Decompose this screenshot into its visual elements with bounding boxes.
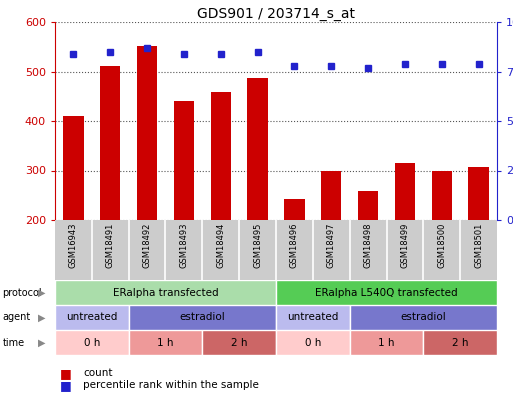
Text: ERalpha L540Q transfected: ERalpha L540Q transfected (315, 288, 458, 298)
Text: 1 h: 1 h (157, 337, 174, 347)
Bar (55, 305, 129, 330)
Bar (395, 163, 415, 220)
Bar (129, 305, 276, 330)
Text: count: count (83, 368, 113, 378)
Text: 0 h: 0 h (84, 337, 100, 347)
Bar (431, 171, 452, 220)
Bar (321, 171, 341, 220)
Text: 0 h: 0 h (305, 337, 321, 347)
Text: ▶: ▶ (38, 337, 46, 347)
Text: GSM18501: GSM18501 (474, 223, 483, 269)
Bar (276, 280, 497, 305)
Text: ■: ■ (60, 379, 72, 392)
Text: 2 h: 2 h (231, 337, 247, 347)
Text: percentile rank within the sample: percentile rank within the sample (83, 380, 259, 390)
Bar (211, 92, 231, 220)
Text: GSM18495: GSM18495 (253, 223, 262, 269)
Text: protocol: protocol (3, 288, 42, 298)
Bar (468, 166, 489, 220)
Text: untreated: untreated (66, 313, 117, 322)
Bar (100, 66, 121, 220)
Bar (63, 116, 84, 220)
Bar (423, 330, 497, 355)
Text: 2 h: 2 h (452, 337, 468, 347)
Bar (284, 199, 305, 220)
Bar (358, 191, 378, 220)
Bar (137, 46, 157, 220)
Bar (247, 78, 268, 220)
Text: GSM16943: GSM16943 (69, 223, 78, 269)
Text: time: time (3, 337, 25, 347)
Text: 1 h: 1 h (378, 337, 394, 347)
Bar (202, 330, 276, 355)
Bar (276, 330, 350, 355)
Bar (129, 330, 202, 355)
Text: GSM18498: GSM18498 (364, 223, 372, 269)
Text: ▶: ▶ (38, 313, 46, 322)
Bar (174, 101, 194, 220)
Text: ▶: ▶ (38, 288, 46, 298)
Text: GSM18497: GSM18497 (327, 223, 336, 269)
Text: GSM18500: GSM18500 (437, 223, 446, 269)
Bar (55, 330, 129, 355)
Text: untreated: untreated (287, 313, 339, 322)
Text: GSM18493: GSM18493 (180, 223, 188, 269)
Text: GSM18499: GSM18499 (401, 223, 409, 269)
Text: agent: agent (3, 313, 31, 322)
Text: estradiol: estradiol (180, 313, 225, 322)
Text: GSM18496: GSM18496 (290, 223, 299, 269)
Bar (350, 305, 497, 330)
Text: ERalpha transfected: ERalpha transfected (113, 288, 219, 298)
Text: GSM18494: GSM18494 (216, 223, 225, 269)
Bar (55, 280, 276, 305)
Text: GSM18491: GSM18491 (106, 223, 115, 269)
Title: GDS901 / 203714_s_at: GDS901 / 203714_s_at (197, 7, 355, 21)
Text: ■: ■ (60, 367, 72, 380)
Text: GSM18492: GSM18492 (143, 223, 151, 269)
Bar (276, 305, 350, 330)
Bar (350, 330, 423, 355)
Text: estradiol: estradiol (401, 313, 446, 322)
